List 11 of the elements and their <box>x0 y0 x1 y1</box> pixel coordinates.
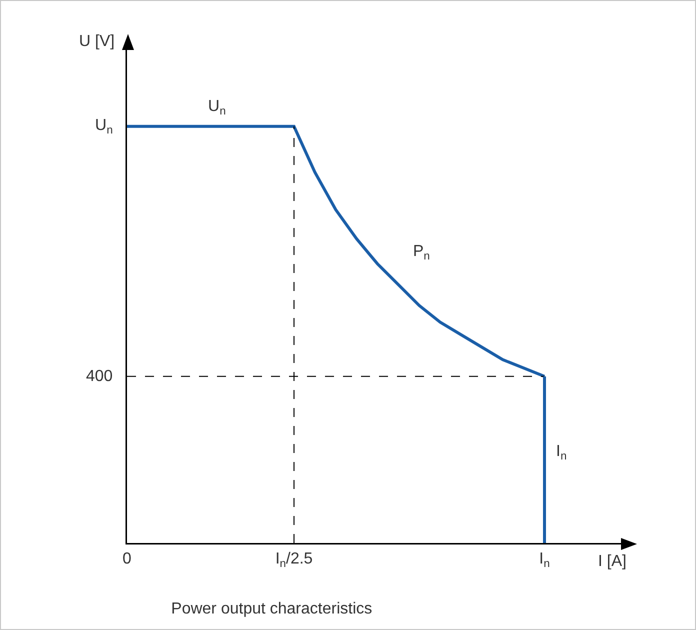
x-tick-label: 0 <box>122 550 132 568</box>
x-axis-title: I [A] <box>598 553 626 570</box>
y-axis-title: U [V] <box>79 33 115 50</box>
annotation: I$_{n}$ <box>556 443 567 462</box>
ref-line-label: 400 <box>86 368 113 385</box>
annotation: U$_{n}$ <box>95 117 113 136</box>
x-tick-label: I$_{n}$/2.5 <box>275 550 313 570</box>
annotation: P$_{n}$ <box>413 243 430 262</box>
text: U$_{n}$ <box>208 98 226 118</box>
text: Power output characteristics <box>171 600 372 618</box>
x-tick-label: I$_{n}$ <box>539 550 550 570</box>
